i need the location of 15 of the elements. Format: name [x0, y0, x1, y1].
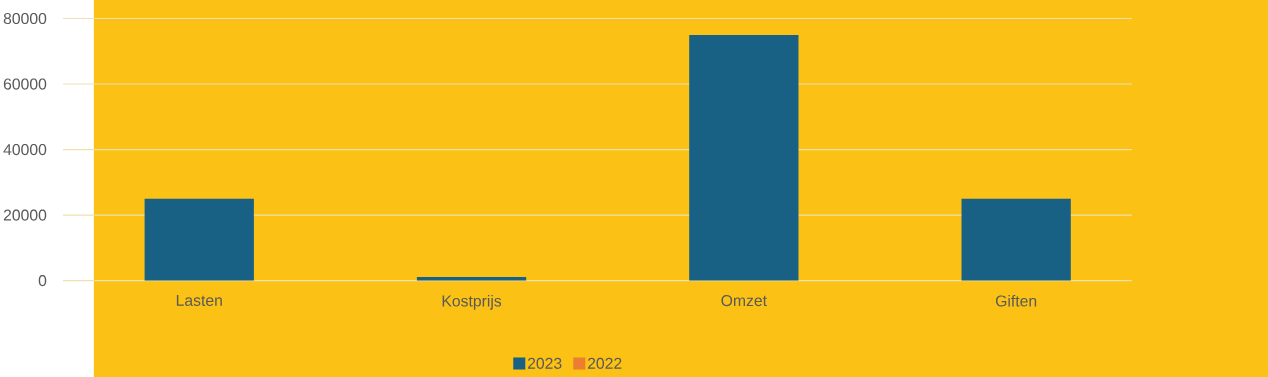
bar: [689, 34, 799, 281]
legend-label: 2023: [527, 357, 562, 369]
y-tick-label: 80000: [3, 12, 47, 25]
bar: [144, 198, 254, 281]
bar: [416, 277, 527, 281]
y-tick-label: 60000: [3, 78, 47, 90]
y-tick-label: 0: [38, 275, 47, 287]
bar: [961, 198, 1071, 281]
x-tick-label: Giften: [995, 295, 1037, 307]
x-tick-label: Lasten: [176, 295, 222, 307]
x-tick-label: Omzet: [721, 295, 767, 307]
y-tick-label: 40000: [3, 144, 47, 156]
y-tick-label: 20000: [3, 209, 47, 221]
legend-label: 2022: [587, 357, 622, 369]
x-tick-label: Kostprijs: [442, 295, 502, 310]
